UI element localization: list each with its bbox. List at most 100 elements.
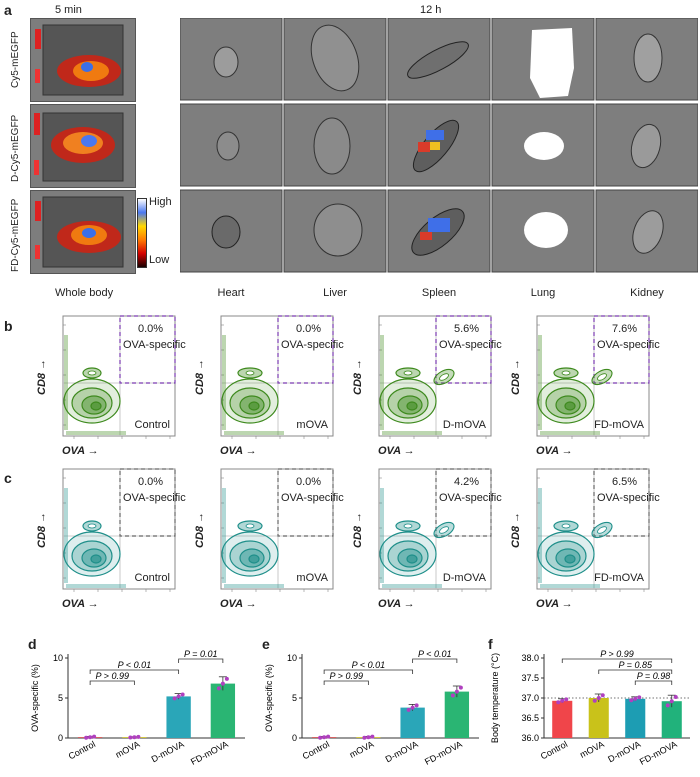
time-label-12h: 12 h [420,4,442,16]
y-tick-label: 0 [292,733,297,743]
data-point [128,735,133,740]
flow-y-axis-label: CD8 → [36,358,48,395]
data-point [362,735,367,740]
data-point [414,703,419,708]
whole-body-image-row3 [30,190,136,274]
flow-x-axis-label: OVA → [536,445,573,457]
ova-specific-percentage: 0.0% [296,476,322,488]
y-axis-label: OVA-specific (%) [30,664,40,732]
contour-upper-core [87,523,97,529]
flow-x-axis-label: OVA → [536,598,573,610]
bar-chart-e: OVA-specific (%) 0 5 10 Control mOVA D-mOVA FD-… [264,649,479,767]
flow-contour-plot [62,468,176,592]
x-tick-label: D-mOVA [150,739,186,764]
data-point [180,692,185,697]
significance-bracket [412,658,458,663]
y-tick-label: 37.5 [521,673,539,683]
flow-y-axis-label: CD8 → [36,511,48,548]
bar [661,701,682,738]
bar-chart-d: OVA-specific (%) 0 5 10 Control mOVA D-mOVA FD-… [30,649,245,767]
data-point [366,735,371,740]
gate-label: OVA-specific [597,492,660,504]
label-lung: Lung [530,287,556,299]
p-value-label: P = 0.98 [637,671,670,681]
data-point [410,705,415,710]
group-label: Control [134,572,170,584]
axis-smear-y [64,488,68,583]
gate-label: OVA-specific [281,339,344,351]
panel-a-label: a [4,2,12,18]
axis-smear-y [222,335,226,430]
contour-main [248,554,260,564]
gate-label: OVA-specific [597,339,660,351]
contour-main [248,401,260,411]
data-point [450,693,455,698]
x-tick-label: FD-mOVA [638,739,679,767]
contour-ova-positive-core [439,526,449,534]
data-point [406,707,411,712]
axis-smear-x [66,584,126,588]
x-tick-label: FD-mOVA [423,739,464,767]
ova-specific-percentage: 0.0% [138,476,164,488]
bar [625,698,646,738]
y-tick-label: 38.0 [521,653,539,663]
data-point [673,695,678,699]
x-tick-label: mOVA [114,739,142,760]
ova-specific-gate [435,315,492,384]
ova-specific-gate [435,468,492,537]
y-tick-label: 10 [53,653,63,663]
flow-y-axis-label: CD8 → [510,511,522,548]
contour-main [379,531,437,577]
significance-bracket [89,669,180,674]
axis-smear-y [64,335,68,430]
data-point [224,676,229,681]
ova-specific-gate [593,315,650,384]
label-heart: Heart [217,287,245,299]
scale-low-label: Low [149,254,170,266]
axis-smear-x [66,431,126,435]
group-label: D-mOVA [442,419,486,431]
contour-main [564,401,576,411]
panel-e-label: e [262,636,270,652]
whole-body-image-row2 [30,104,136,188]
y-axis-label: Body temperature (°C) [490,653,500,743]
flow-x-axis-label: OVA → [378,598,415,610]
significance-bracket [178,658,224,663]
group-label: D-mOVA [442,572,486,584]
axis-smear-x [224,431,284,435]
significance-bracket [634,680,673,685]
contour-main [63,531,121,577]
data-point [216,686,221,691]
data-point [88,735,93,740]
axis-smear-x [382,584,442,588]
bar [210,683,236,738]
ova-specific-percentage: 7.6% [612,323,638,335]
data-point [220,681,225,686]
flow-y-axis-label: CD8 → [194,511,206,548]
flow-x-axis-label: OVA → [378,445,415,457]
y-axis-label: OVA-specific (%) [264,664,274,732]
significance-bracket [89,680,135,685]
ova-specific-gate [277,468,334,537]
label-liver: Liver [323,287,347,299]
contour-main [221,531,279,577]
flow-y-axis-label: CD8 → [352,358,364,395]
x-tick-label: Control [301,739,331,761]
gate-label: OVA-specific [439,339,502,351]
x-tick-label: mOVA [578,739,606,760]
data-point [454,689,459,694]
ova-specific-percentage: 0.0% [138,323,164,335]
axis-smear-y [380,488,384,583]
data-point [370,734,375,739]
contour-main [63,378,121,424]
x-tick-label: D-mOVA [606,739,642,764]
data-point [629,698,634,703]
bar [166,696,191,738]
bar-chart-f: Body temperature (°C) 36.0 36.5 37.0 37.5 38.… [490,649,690,767]
data-point [592,698,597,703]
label-whole-body: Whole body [55,287,114,299]
ova-specific-percentage: 0.0% [296,323,322,335]
contour-main [379,378,437,424]
data-point [669,699,674,704]
x-tick-label: mOVA [348,739,376,760]
